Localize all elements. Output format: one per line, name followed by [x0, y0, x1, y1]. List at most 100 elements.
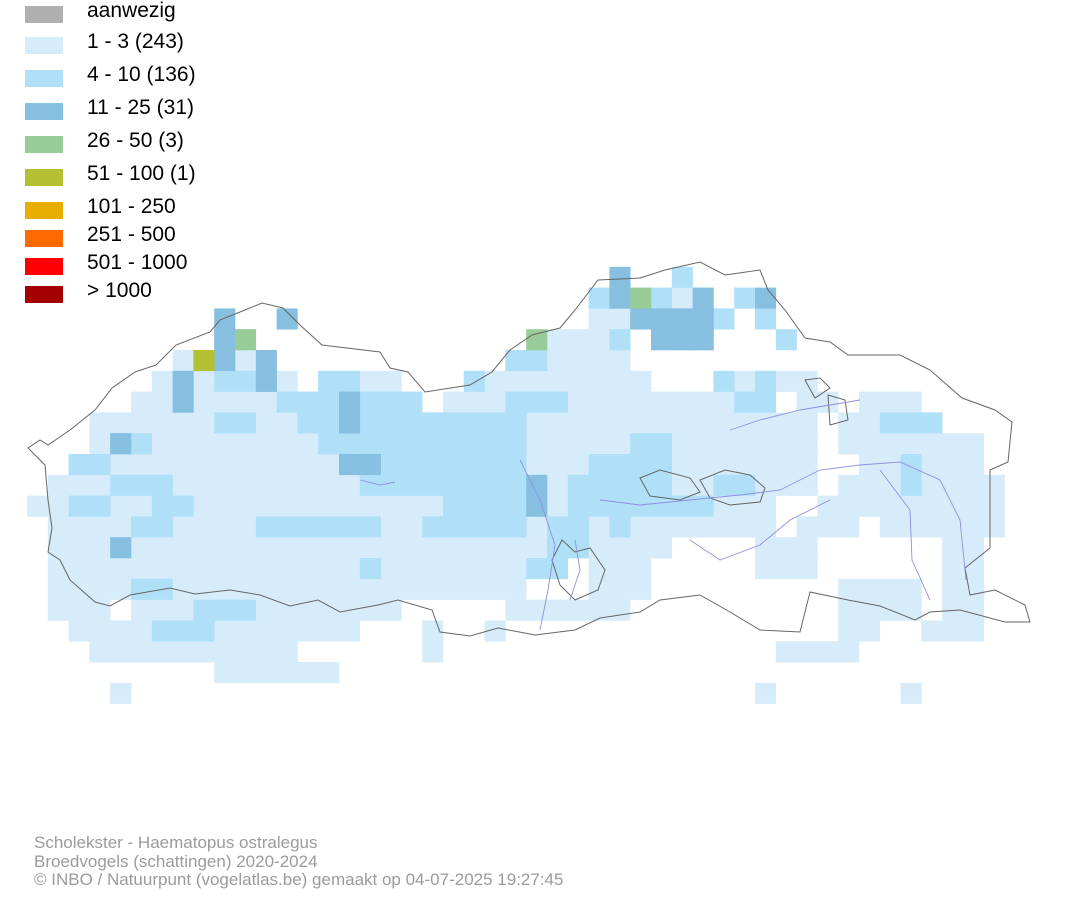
grid-cell — [422, 412, 444, 434]
grid-cell — [276, 578, 298, 600]
grid-cell — [713, 370, 735, 392]
grid-cell — [671, 474, 693, 496]
grid-cell — [692, 495, 714, 517]
legend-label: aanwezig — [87, 0, 176, 22]
grid-cell — [401, 516, 423, 538]
grid-cell — [505, 350, 527, 372]
grid-cell — [963, 578, 985, 600]
grid-cell — [422, 558, 444, 580]
grid-cell — [609, 391, 631, 413]
grid-cell — [359, 474, 381, 496]
grid-cell — [921, 433, 943, 455]
grid-cell — [214, 308, 236, 330]
grid-cell — [588, 391, 610, 413]
grid-cell — [838, 620, 860, 642]
grid-cell — [588, 454, 610, 476]
grid-cell — [630, 558, 652, 580]
grid-cell — [172, 454, 194, 476]
grid-cell — [713, 495, 735, 517]
grid-cell — [255, 433, 277, 455]
grid-cell — [401, 558, 423, 580]
grid-cell — [131, 620, 153, 642]
grid-cell — [359, 558, 381, 580]
grid-cell — [505, 412, 527, 434]
grid-cell — [484, 433, 506, 455]
grid-cell — [339, 558, 361, 580]
grid-cell — [651, 433, 673, 455]
grid-cell — [463, 516, 485, 538]
grid-cell — [68, 620, 90, 642]
grid-cell — [963, 537, 985, 559]
grid-cell — [505, 558, 527, 580]
legend-label: 1 - 3 (243) — [87, 30, 184, 53]
grid-cell — [297, 578, 319, 600]
grid-cell — [151, 620, 173, 642]
grid-cell — [214, 454, 236, 476]
grid-cell — [921, 454, 943, 476]
grid-cell — [651, 537, 673, 559]
grid-cell — [193, 599, 215, 621]
grid-cell — [547, 412, 569, 434]
grid-cell — [942, 558, 964, 580]
grid-cell — [131, 641, 153, 663]
grid-cell — [110, 537, 132, 559]
legend-label: 101 - 250 — [87, 195, 176, 218]
grid-cell — [588, 370, 610, 392]
grid-cell — [526, 370, 548, 392]
grid-cell — [110, 682, 132, 704]
grid-cell — [484, 495, 506, 517]
grid-cell — [859, 433, 881, 455]
grid-cell — [484, 391, 506, 413]
grid-cell — [796, 433, 818, 455]
grid-cell — [547, 391, 569, 413]
grid-cell — [380, 516, 402, 538]
legend-label: 51 - 100 (1) — [87, 162, 196, 185]
grid-cell — [235, 641, 257, 663]
grid-cell — [859, 620, 881, 642]
grid-cell — [235, 599, 257, 621]
grid-cell — [484, 370, 506, 392]
grid-cell — [110, 433, 132, 455]
grid-cell — [963, 495, 985, 517]
grid-cell — [942, 454, 964, 476]
grid-cell — [193, 350, 215, 372]
grid-cell — [838, 641, 860, 663]
legend-swatch — [25, 286, 63, 303]
grid-cell — [547, 599, 569, 621]
grid-cell — [671, 329, 693, 351]
grid-cell — [151, 641, 173, 663]
grid-cell — [692, 287, 714, 309]
species-title: Scholekster - Haematopus ostralegus — [34, 833, 318, 852]
grid-cell — [276, 516, 298, 538]
grid-cell — [443, 516, 465, 538]
grid-cell — [463, 474, 485, 496]
grid-cell — [484, 454, 506, 476]
grid-cell — [151, 433, 173, 455]
grid-cell — [505, 495, 527, 517]
grid-cell — [463, 495, 485, 517]
grid-cell — [609, 558, 631, 580]
grid-cell — [151, 599, 173, 621]
grid-cell — [110, 474, 132, 496]
grid-cell — [879, 433, 901, 455]
legend-swatch — [25, 169, 63, 186]
grid-cell — [110, 454, 132, 476]
grid-cell — [276, 454, 298, 476]
grid-cell — [131, 495, 153, 517]
grid-cell — [255, 558, 277, 580]
grid-cell — [526, 350, 548, 372]
grid-cell — [463, 412, 485, 434]
grid-cell — [443, 433, 465, 455]
grid-cell — [131, 412, 153, 434]
grid-cell — [755, 412, 777, 434]
grid-cell — [297, 537, 319, 559]
grid-cell — [567, 599, 589, 621]
grid-cell — [838, 495, 860, 517]
grid-cell — [318, 412, 340, 434]
grid-cell — [609, 329, 631, 351]
grid-cell — [380, 370, 402, 392]
grid-cell — [89, 495, 111, 517]
grid-cell — [755, 682, 777, 704]
grid-cell — [318, 495, 340, 517]
grid-cell — [609, 537, 631, 559]
